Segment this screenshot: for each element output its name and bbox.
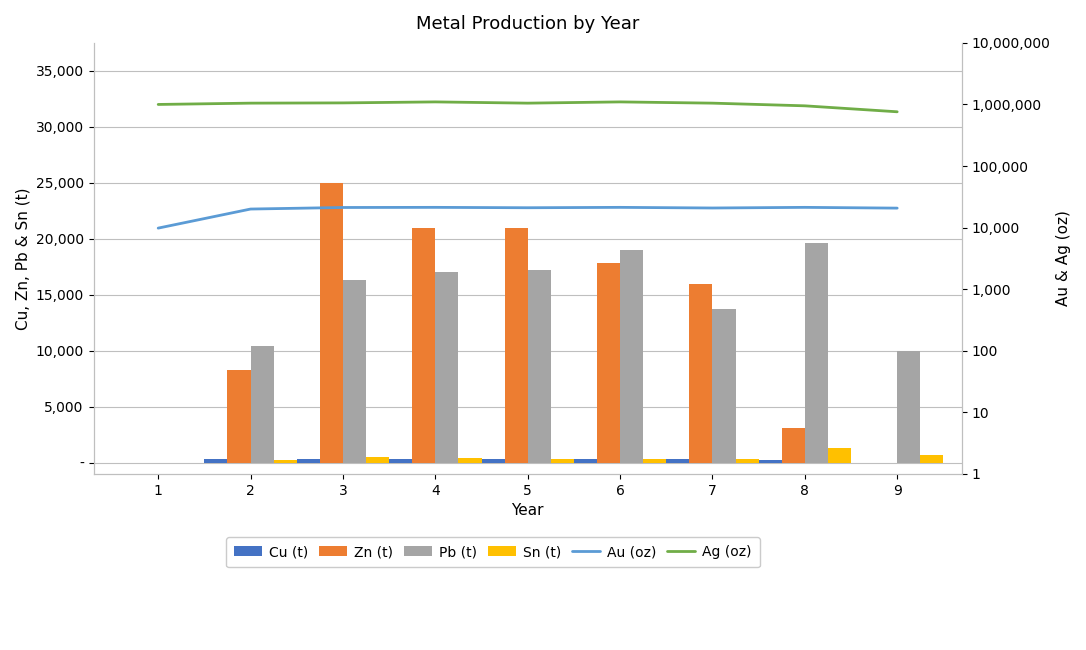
Y-axis label: Au & Ag (oz): Au & Ag (oz) — [1056, 211, 1071, 306]
Bar — [320, 183, 343, 463]
Bar — [805, 243, 828, 463]
Ag (oz) — [798, 102, 811, 110]
Bar — [897, 351, 920, 463]
Bar — [597, 263, 620, 463]
Ag (oz) — [706, 99, 719, 107]
Bar — [782, 428, 805, 463]
Title: Metal Production by Year: Metal Production by Year — [416, 15, 640, 33]
Bar — [413, 227, 435, 463]
Bar — [551, 460, 573, 463]
X-axis label: Year: Year — [512, 503, 544, 518]
Au (oz) — [337, 203, 350, 211]
Bar — [366, 457, 389, 463]
Legend: Cu (t), Zn (t), Pb (t), Sn (t), Au (oz), Ag (oz): Cu (t), Zn (t), Pb (t), Sn (t), Au (oz),… — [226, 537, 760, 567]
Bar — [690, 283, 712, 463]
Ag (oz) — [244, 99, 257, 107]
Y-axis label: Cu, Zn, Pb & Sn (t): Cu, Zn, Pb & Sn (t) — [15, 187, 30, 330]
Line: Ag (oz): Ag (oz) — [159, 102, 897, 112]
Bar — [204, 460, 227, 463]
Au (oz) — [891, 204, 904, 212]
Bar — [712, 309, 735, 463]
Au (oz) — [244, 205, 257, 213]
Au (oz) — [429, 203, 442, 211]
Bar — [274, 460, 296, 463]
Au (oz) — [521, 204, 534, 212]
Line: Au (oz): Au (oz) — [159, 207, 897, 228]
Ag (oz) — [521, 99, 534, 107]
Ag (oz) — [337, 99, 350, 107]
Bar — [227, 370, 251, 463]
Bar — [251, 346, 274, 463]
Bar — [481, 460, 505, 463]
Bar — [666, 460, 690, 463]
Bar — [458, 458, 481, 463]
Bar — [505, 227, 528, 463]
Ag (oz) — [152, 101, 165, 109]
Au (oz) — [614, 203, 627, 211]
Bar — [389, 460, 413, 463]
Bar — [620, 250, 643, 463]
Bar — [643, 460, 666, 463]
Bar — [435, 272, 458, 463]
Au (oz) — [706, 204, 719, 212]
Ag (oz) — [429, 98, 442, 106]
Bar — [759, 460, 782, 463]
Bar — [920, 455, 944, 463]
Bar — [296, 460, 320, 463]
Bar — [735, 460, 759, 463]
Bar — [528, 270, 551, 463]
Ag (oz) — [614, 98, 627, 106]
Au (oz) — [152, 224, 165, 232]
Ag (oz) — [891, 108, 904, 116]
Bar — [573, 460, 597, 463]
Au (oz) — [798, 203, 811, 211]
Bar — [828, 448, 851, 463]
Bar — [343, 280, 366, 463]
